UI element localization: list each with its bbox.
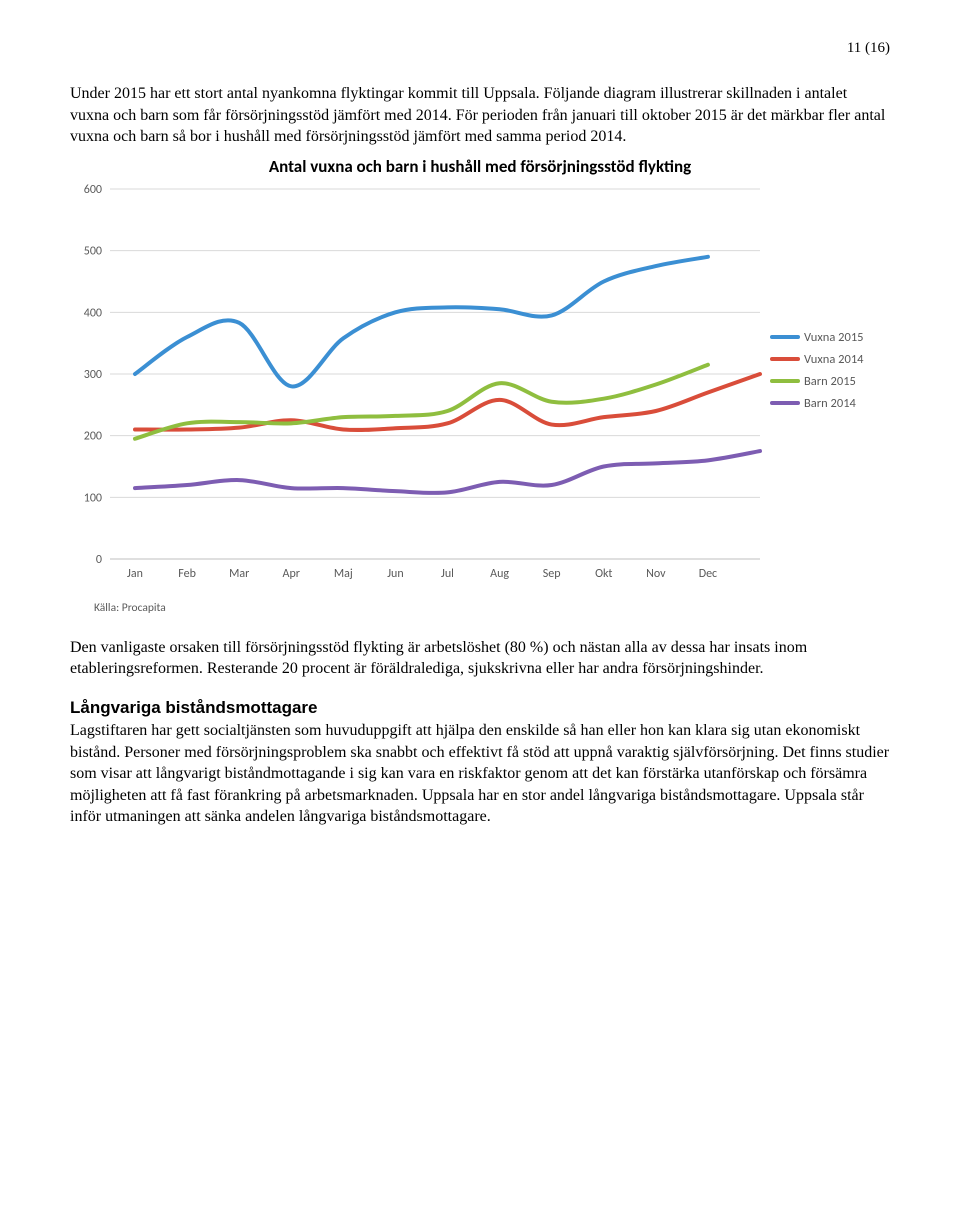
svg-text:Maj: Maj [334, 567, 353, 581]
svg-text:300: 300 [84, 368, 102, 382]
chart-source: Källa: Procapita [94, 601, 890, 615]
line-chart: 0 100 200 300 400 500 600 Jan Feb Mar Apr Maj Jun Jul… [70, 179, 890, 599]
svg-text:Barn 2015: Barn 2015 [804, 374, 856, 389]
svg-text:Jul: Jul [441, 567, 454, 581]
chart-title: Antal vuxna och barn i hushåll med försö… [70, 156, 890, 177]
svg-text:Dec: Dec [699, 567, 717, 581]
paragraph-3: Lagstiftaren har gett socialtjänsten som… [70, 720, 890, 828]
section-heading: Långvariga biståndsmottagare [70, 698, 890, 718]
svg-text:Apr: Apr [283, 567, 300, 581]
page-number: 11 (16) [70, 40, 890, 57]
svg-text:Feb: Feb [178, 567, 196, 581]
svg-text:Sep: Sep [543, 567, 561, 581]
svg-text:Barn 2014: Barn 2014 [804, 396, 857, 411]
svg-text:Jan: Jan [127, 567, 143, 581]
svg-text:100: 100 [84, 491, 102, 505]
svg-text:Mar: Mar [229, 567, 249, 581]
intro-paragraph: Under 2015 har ett stort antal nyankomna… [70, 83, 890, 148]
svg-text:Nov: Nov [646, 567, 666, 581]
svg-text:0: 0 [96, 553, 102, 567]
svg-text:Aug: Aug [490, 567, 509, 581]
svg-text:Jun: Jun [387, 567, 403, 581]
svg-text:600: 600 [84, 183, 102, 197]
svg-text:Vuxna 2015: Vuxna 2015 [804, 330, 864, 345]
svg-text:Okt: Okt [595, 567, 612, 581]
svg-text:Vuxna 2014: Vuxna 2014 [804, 352, 864, 367]
svg-text:500: 500 [84, 244, 102, 258]
svg-text:400: 400 [84, 306, 102, 320]
svg-text:200: 200 [84, 429, 102, 443]
paragraph-2: Den vanligaste orsaken till försörjnings… [70, 637, 890, 680]
